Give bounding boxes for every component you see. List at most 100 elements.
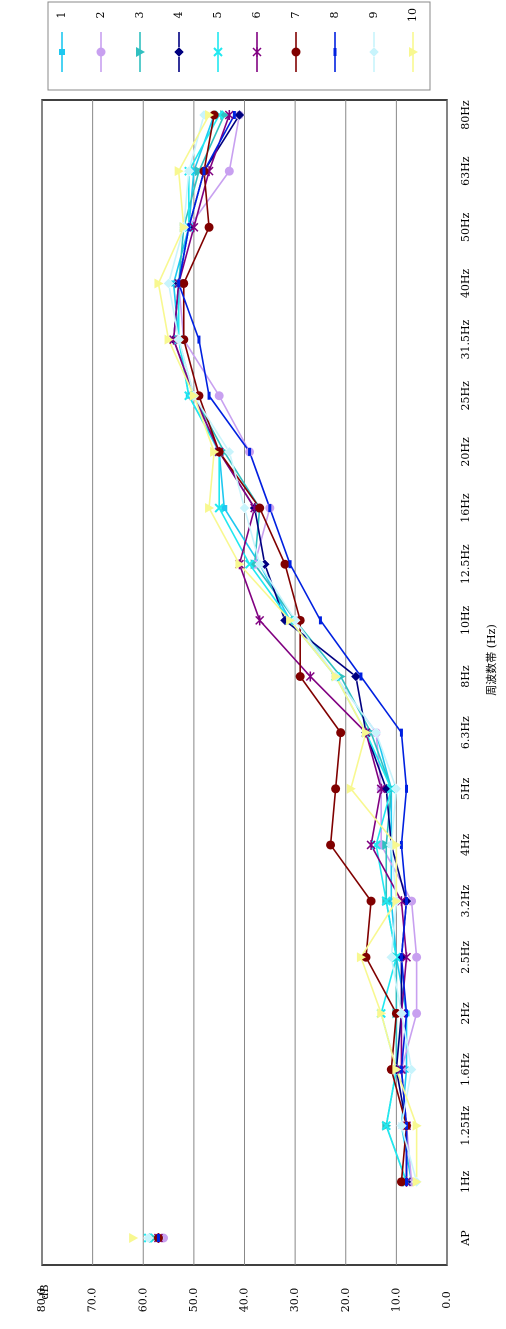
marker	[197, 335, 201, 344]
legend-label: 10	[406, 8, 419, 22]
series-line	[182, 114, 408, 1182]
marker	[399, 728, 403, 737]
x-tick-label: 2.5Hz	[459, 941, 472, 974]
marker	[156, 1234, 160, 1242]
x-tick-label: 63Hz	[459, 156, 472, 186]
x-axis-label: 周波数帯 (Hz)	[485, 624, 498, 695]
marker	[136, 47, 145, 57]
legend-label: 7	[289, 12, 302, 19]
marker	[59, 49, 65, 55]
marker	[255, 503, 265, 513]
y-tick-label: 80.0	[35, 1288, 48, 1313]
marker	[142, 1232, 154, 1244]
marker	[336, 728, 346, 738]
marker	[333, 48, 337, 56]
marker	[244, 559, 255, 569]
marker	[164, 334, 174, 345]
legend-label: 2	[94, 12, 107, 19]
marker	[254, 558, 266, 570]
legend-label: 3	[133, 12, 146, 19]
series-line	[167, 114, 418, 1183]
y-tick-label: 20.0	[339, 1288, 352, 1313]
x-tick-label: 16Hz	[459, 493, 472, 523]
x-tick-label: 8Hz	[459, 665, 472, 688]
marker	[412, 952, 422, 962]
marker	[213, 47, 223, 57]
x-tick-label: 25Hz	[459, 381, 472, 411]
marker	[366, 839, 376, 850]
marker	[291, 47, 301, 57]
x-tick-label: 1.25Hz	[459, 1106, 472, 1146]
x-tick-label: 4Hz	[459, 834, 472, 857]
x-tick-label: 5Hz	[459, 777, 472, 800]
marker	[210, 446, 220, 457]
series-line	[172, 114, 408, 1182]
series-line	[172, 114, 408, 1182]
marker	[396, 1177, 406, 1187]
marker	[248, 447, 252, 456]
series-line	[172, 114, 413, 1182]
marker	[234, 109, 245, 121]
marker	[205, 503, 215, 514]
marker	[377, 1008, 387, 1019]
series-line	[177, 114, 408, 1183]
x-tick-label: 3.2Hz	[459, 884, 472, 917]
marker	[286, 615, 296, 626]
marker	[381, 1120, 391, 1131]
marker	[252, 47, 262, 57]
marker	[391, 783, 402, 795]
marker	[392, 839, 402, 850]
x-tick-label: 80Hz	[459, 100, 472, 130]
marker	[385, 951, 397, 963]
marker	[356, 952, 366, 963]
marker	[129, 1233, 139, 1243]
marker	[366, 896, 376, 906]
marker	[412, 1176, 422, 1187]
x-tick-label: 6.3Hz	[459, 716, 472, 749]
marker	[224, 166, 234, 176]
x-tick-label: 1Hz	[459, 1170, 472, 1193]
legend-label: 6	[250, 12, 263, 19]
marker	[331, 671, 341, 682]
marker	[289, 614, 301, 626]
marker	[399, 840, 403, 849]
legend-label: 8	[328, 12, 341, 19]
series-line	[177, 114, 408, 1182]
marker	[368, 46, 380, 58]
marker	[376, 783, 386, 794]
y-tick-label: 60.0	[136, 1288, 149, 1313]
marker	[163, 278, 174, 289]
marker	[396, 1008, 407, 1019]
marker	[399, 1065, 403, 1074]
marker	[412, 1120, 422, 1131]
marker	[405, 1177, 408, 1186]
x-tick-label: 40Hz	[459, 269, 472, 299]
x-tick-label: 31.5Hz	[459, 319, 472, 359]
marker	[189, 390, 199, 401]
marker	[399, 953, 403, 962]
legend-frame	[47, 1, 431, 91]
marker	[214, 391, 224, 401]
legend-label: 4	[172, 12, 185, 19]
marker	[288, 560, 292, 569]
marker	[305, 671, 315, 682]
y-tick-label: 70.0	[86, 1288, 99, 1313]
marker	[280, 559, 290, 569]
marker	[409, 47, 418, 57]
marker	[381, 896, 391, 906]
marker	[154, 278, 164, 289]
series-line	[157, 114, 418, 1182]
legend-label: 5	[211, 12, 224, 19]
marker	[189, 222, 199, 233]
y-tick-label: 10.0	[389, 1288, 402, 1313]
marker	[392, 1064, 402, 1075]
marker	[392, 896, 402, 907]
x-tick-label: 50Hz	[459, 212, 472, 242]
legend-label: 9	[367, 12, 380, 19]
marker	[179, 278, 189, 288]
marker	[179, 222, 189, 233]
marker	[173, 46, 185, 58]
marker	[96, 47, 106, 57]
marker	[204, 222, 214, 232]
